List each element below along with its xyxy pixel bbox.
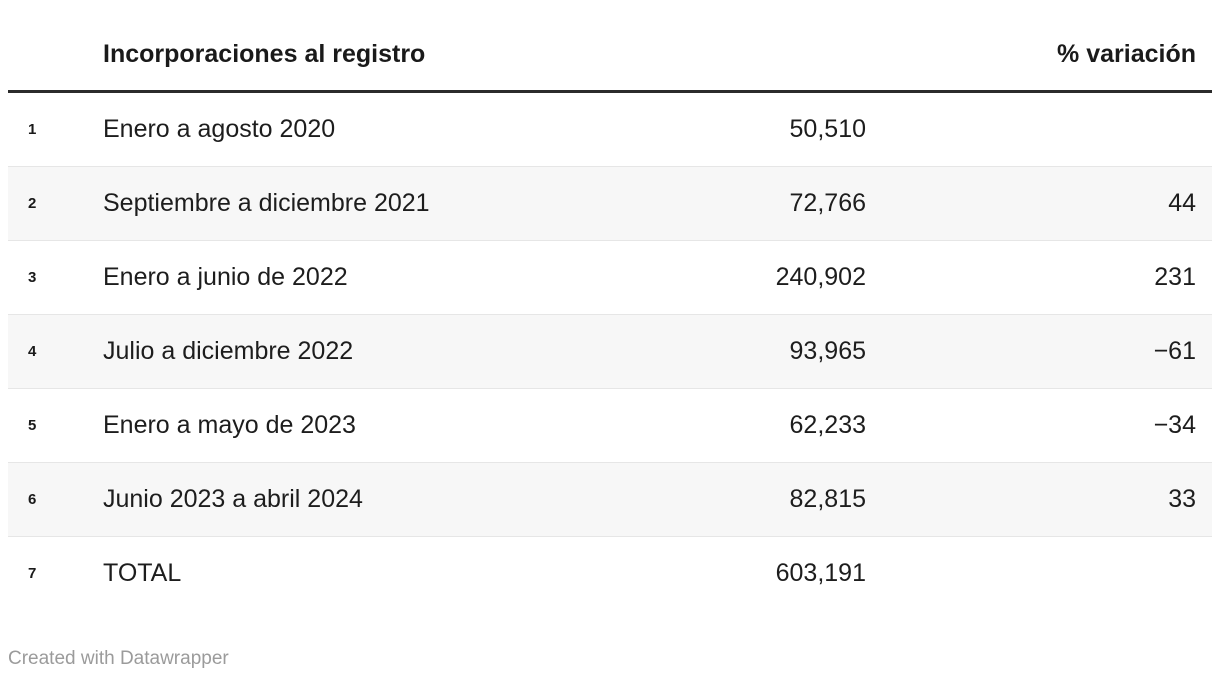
row-value: 50,510	[789, 115, 866, 143]
data-table: Incorporaciones al registro % variación …	[8, 40, 1212, 610]
table-row-total: 7 TOTAL 603,191	[8, 536, 1212, 611]
row-variation: 33	[1168, 485, 1196, 513]
table-row: 4 Julio a diciembre 2022 93,965 −61	[8, 314, 1212, 389]
datawrapper-table-chart: Incorporaciones al registro % variación …	[0, 40, 1220, 670]
row-number: 2	[28, 195, 37, 212]
row-label: Septiembre a diciembre 2021	[103, 189, 430, 217]
row-number: 4	[28, 343, 37, 360]
row-value: 82,815	[789, 485, 866, 513]
row-variation	[866, 537, 1212, 611]
row-label: Junio 2023 a abril 2024	[103, 485, 363, 513]
row-label: Enero a agosto 2020	[103, 115, 336, 143]
table-row: 1 Enero a agosto 2020 50,510	[8, 91, 1212, 167]
row-number: 7	[28, 565, 37, 582]
row-label: Enero a mayo de 2023	[103, 411, 356, 439]
row-number: 1	[28, 121, 37, 138]
header-variation: % variación	[866, 40, 1212, 93]
header-label: Incorporaciones al registro	[103, 40, 566, 93]
table-row: 6 Junio 2023 a abril 2024 82,815 33	[8, 462, 1212, 537]
row-value: 240,902	[775, 263, 866, 291]
header-value	[566, 40, 866, 93]
row-variation	[866, 92, 1212, 167]
row-variation: −61	[1153, 337, 1196, 365]
row-number: 5	[28, 417, 37, 434]
table-row: 5 Enero a mayo de 2023 62,233 −34	[8, 388, 1212, 463]
row-variation: 231	[1154, 263, 1196, 291]
datawrapper-attribution-link[interactable]: Created with Datawrapper	[8, 648, 229, 669]
header-row: Incorporaciones al registro % variación	[8, 40, 1212, 93]
row-value: 72,766	[789, 189, 866, 217]
table-header: Incorporaciones al registro % variación	[8, 40, 1212, 93]
row-number: 6	[28, 491, 37, 508]
row-label: Julio a diciembre 2022	[103, 337, 354, 365]
chart-footer: Created with Datawrapper	[8, 648, 1212, 670]
row-number: 3	[28, 269, 37, 286]
row-label: Enero a junio de 2022	[103, 263, 348, 291]
table-row: 3 Enero a junio de 2022 240,902 231	[8, 240, 1212, 315]
table-row: 2 Septiembre a diciembre 2021 72,766 44	[8, 166, 1212, 241]
row-variation: 44	[1168, 189, 1196, 217]
table-body: 1 Enero a agosto 2020 50,510 2 Septiembr…	[8, 91, 1212, 611]
row-value-total: 603,191	[775, 559, 866, 587]
row-value: 93,965	[789, 337, 866, 365]
row-label-total: TOTAL	[103, 559, 182, 587]
row-variation: −34	[1153, 411, 1196, 439]
row-value: 62,233	[789, 411, 866, 439]
header-row-number	[8, 40, 103, 93]
